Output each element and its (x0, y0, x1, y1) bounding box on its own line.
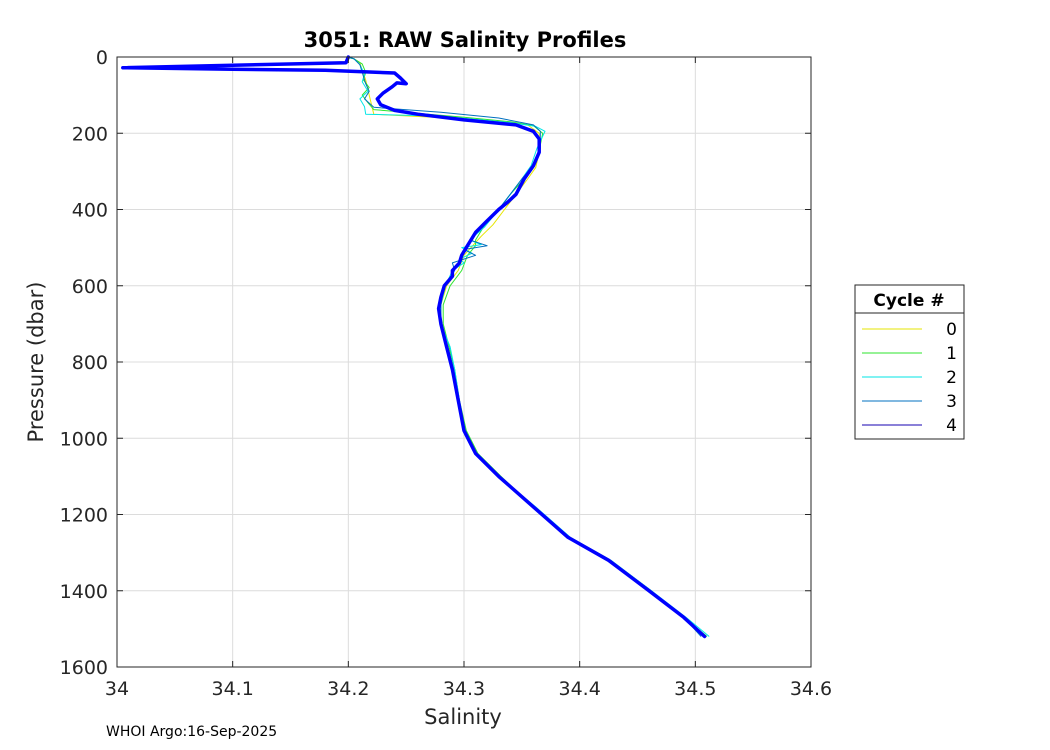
series-line-cycle-1 (345, 56, 708, 637)
x-tick-label: 34 (105, 678, 129, 700)
chart-title: 3051: RAW Salinity Profiles (304, 28, 627, 52)
y-tick-label: 1000 (60, 428, 108, 450)
legend-label: 2 (946, 368, 957, 388)
grid (116, 56, 812, 668)
y-tick-label: 800 (72, 352, 108, 374)
y-tick-label: 200 (72, 123, 108, 145)
y-tick-label: 400 (72, 200, 108, 222)
ticks: 34 34.1 34.2 34.3 34.4 34.5 34.6 0 200 400 600 800 1… (60, 47, 833, 700)
legend-label: 1 (946, 344, 957, 364)
y-tick-label: 1400 (60, 581, 108, 603)
series-line-cycle-0 (348, 56, 708, 637)
series-line-cycle-2 (348, 56, 710, 637)
y-tick-label: 1600 (60, 657, 108, 679)
series-line-cycle-4-bold (121, 55, 707, 639)
x-tick-label: 34.3 (443, 678, 485, 700)
series-group (121, 55, 710, 639)
legend: Cycle # 0 1 2 3 4 (854, 284, 965, 440)
legend-title: Cycle # (873, 291, 944, 311)
legend-box (854, 284, 965, 440)
legend-entries: 0 1 2 3 4 (862, 320, 957, 436)
x-axis-label: Salinity (424, 705, 502, 729)
series-line-cycle-4 (122, 56, 705, 637)
legend-label: 0 (946, 320, 957, 340)
x-tick-label: 34.6 (790, 678, 832, 700)
series-line-cycle-3 (348, 56, 702, 637)
x-tick-label: 34.5 (674, 678, 716, 700)
x-tick-label: 34.2 (327, 678, 369, 700)
y-tick-label: 600 (72, 276, 108, 298)
y-tick-label: 0 (96, 47, 108, 69)
x-tick-label: 34.4 (559, 678, 601, 700)
y-axis-label: Pressure (dbar) (24, 282, 48, 443)
x-tick-label: 34.1 (212, 678, 254, 700)
footer-credit: WHOI Argo:16-Sep-2025 (106, 724, 278, 740)
legend-label: 3 (946, 392, 957, 412)
legend-label: 4 (946, 416, 957, 436)
y-tick-label: 1200 (60, 505, 108, 527)
